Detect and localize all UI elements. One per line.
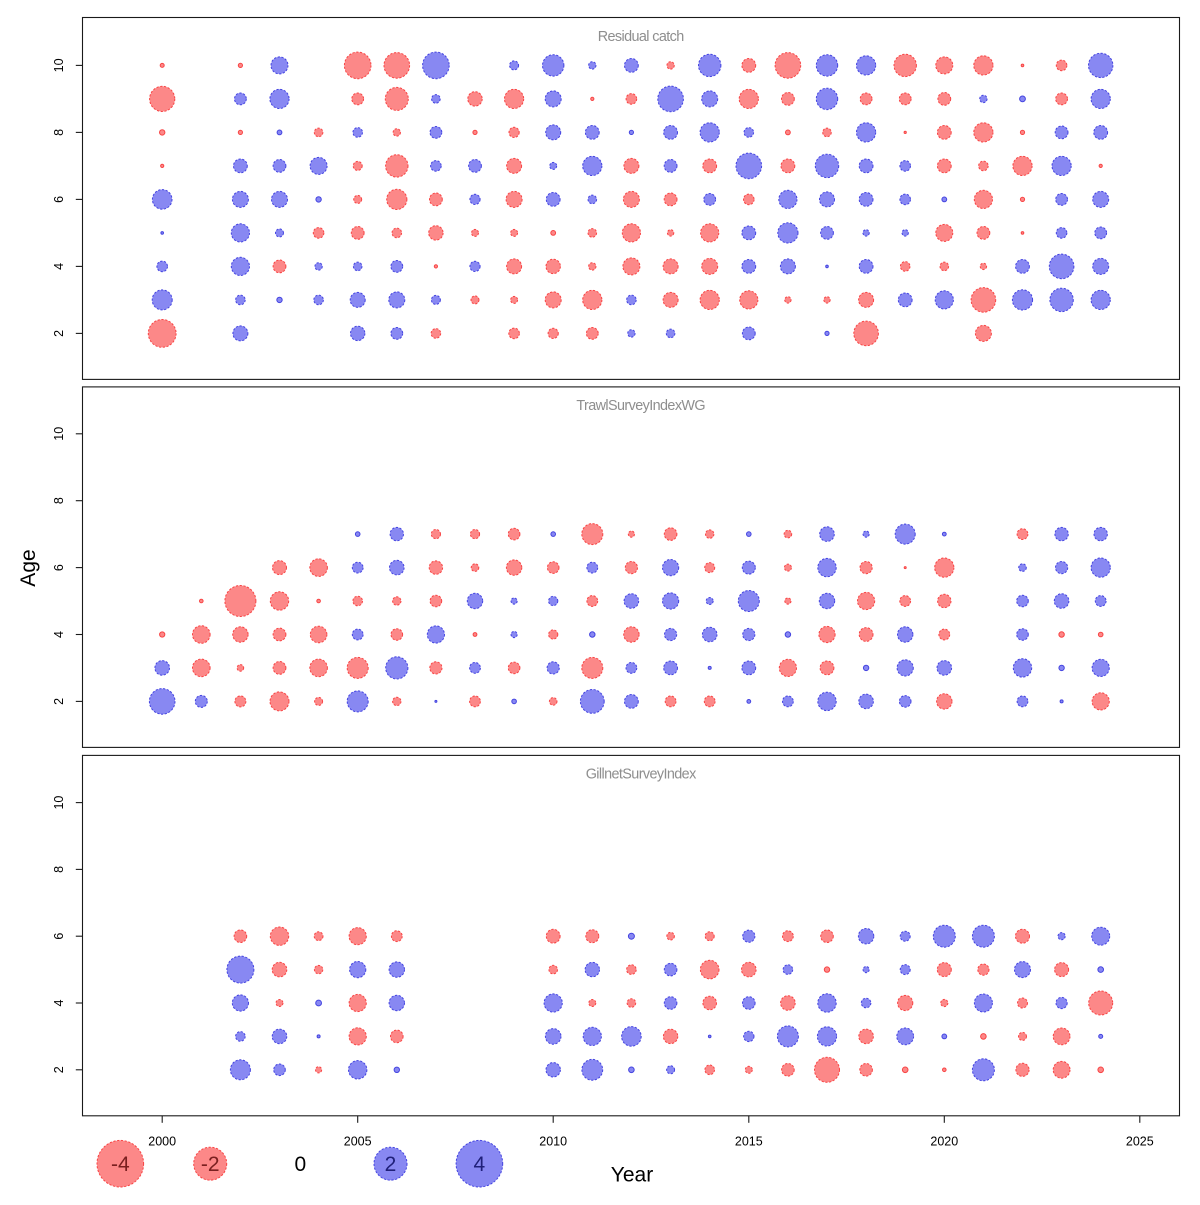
svg-text:10: 10 (52, 58, 66, 72)
svg-text:2: 2 (385, 1153, 397, 1176)
svg-text:-4: -4 (111, 1153, 130, 1176)
svg-text:0: 0 (295, 1153, 307, 1176)
svg-text:8: 8 (52, 866, 66, 873)
svg-text:GillnetSurveyIndex: GillnetSurveyIndex (586, 766, 697, 782)
svg-text:4: 4 (52, 263, 66, 270)
svg-text:6: 6 (52, 564, 66, 571)
svg-text:2010: 2010 (539, 1135, 567, 1149)
svg-text:2: 2 (52, 330, 66, 337)
svg-text:4: 4 (474, 1153, 486, 1176)
svg-text:Year: Year (611, 1164, 653, 1187)
svg-text:Residual catch: Residual catch (598, 29, 685, 45)
svg-text:-2: -2 (201, 1153, 220, 1176)
svg-text:4: 4 (52, 631, 66, 638)
svg-text:8: 8 (52, 497, 66, 504)
svg-text:10: 10 (52, 796, 66, 810)
svg-text:10: 10 (52, 427, 66, 441)
svg-text:2000: 2000 (148, 1135, 176, 1149)
svg-text:TrawlSurveyIndexWG: TrawlSurveyIndexWG (576, 398, 705, 414)
svg-text:2005: 2005 (344, 1135, 372, 1149)
svg-text:2020: 2020 (930, 1135, 958, 1149)
svg-text:2025: 2025 (1126, 1135, 1154, 1149)
svg-text:Age: Age (17, 549, 40, 586)
svg-text:6: 6 (52, 933, 66, 940)
svg-text:4: 4 (52, 999, 66, 1006)
svg-text:6: 6 (52, 196, 66, 203)
svg-text:2: 2 (52, 698, 66, 705)
svg-text:8: 8 (52, 129, 66, 136)
svg-text:2015: 2015 (735, 1135, 763, 1149)
svg-text:2: 2 (52, 1066, 66, 1073)
